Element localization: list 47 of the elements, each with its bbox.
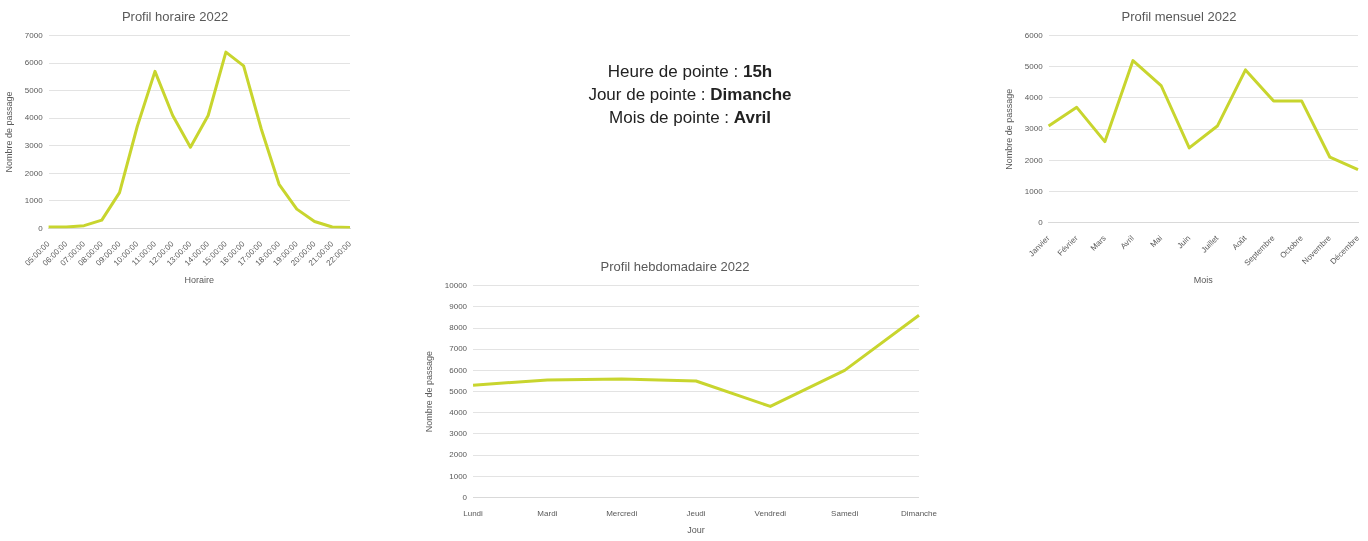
x-tick-label: Vendredi xyxy=(754,508,787,518)
chart-title: Profil horaire 2022 xyxy=(121,9,229,25)
y-tick-label: 6000 xyxy=(1024,30,1044,40)
chart-title: Profil mensuel 2022 xyxy=(1121,9,1237,25)
text: Jour de pointe : Dimanche xyxy=(587,84,793,106)
y-tick-label: 7000 xyxy=(449,344,468,354)
y-axis-title: Nombre de passage xyxy=(1003,88,1014,170)
y-tick-label: 1000 xyxy=(1024,186,1044,196)
y-tick-label: 3000 xyxy=(24,140,44,150)
y-tick-label: 6000 xyxy=(24,58,44,68)
y-tick-label: 0 xyxy=(462,492,468,502)
x-tick-label: Jeudi xyxy=(686,508,706,518)
text: Heure de pointe : 15h xyxy=(606,61,774,83)
text: Mois de pointe : Avril xyxy=(608,107,772,129)
y-tick-label: 8000 xyxy=(449,323,468,333)
x-axis-title: Jour xyxy=(687,525,705,536)
y-tick-label: 9000 xyxy=(449,302,468,311)
y-tick-label: 10000 xyxy=(444,280,468,290)
y-tick-label: 5000 xyxy=(1024,61,1044,71)
y-tick-label: 1000 xyxy=(24,196,44,206)
y-tick-label: 4000 xyxy=(449,408,468,417)
x-tick-label: Dimanche xyxy=(900,508,938,518)
y-tick-label: 2000 xyxy=(449,450,468,460)
y-tick-label: 7000 xyxy=(24,30,44,40)
x-tick-label: Mardi xyxy=(537,508,558,518)
y-axis-title: Nombre de passage xyxy=(423,351,434,433)
x-tick-label: Mai xyxy=(1148,233,1165,250)
y-tick-label: 3000 xyxy=(1024,124,1044,134)
y-tick-label: 0 xyxy=(38,223,44,233)
chart-title: Profil hebdomadaire 2022 xyxy=(600,259,750,275)
y-tick-label: 4000 xyxy=(24,113,44,123)
x-tick-label: Mercredi xyxy=(606,508,638,518)
x-axis-title: Mois xyxy=(1193,275,1214,286)
y-tick-label: 6000 xyxy=(449,365,468,375)
y-tick-label: 5000 xyxy=(24,85,44,95)
x-tick-label: Lundi xyxy=(463,508,484,518)
y-tick-label: 2000 xyxy=(24,168,44,178)
x-axis-title: Horaire xyxy=(184,275,215,286)
y-tick-label: 2000 xyxy=(1024,155,1044,165)
y-tick-label: 0 xyxy=(1038,217,1044,227)
y-tick-label: 5000 xyxy=(449,386,468,396)
y-tick-label: 3000 xyxy=(449,429,468,439)
x-tick-label: Samedi xyxy=(831,508,859,518)
y-tick-label: 4000 xyxy=(1024,93,1044,103)
x-tick-label: Juin xyxy=(1175,233,1193,251)
y-tick-label: 1000 xyxy=(449,471,468,481)
y-axis-title: Nombre de passage xyxy=(3,91,14,173)
